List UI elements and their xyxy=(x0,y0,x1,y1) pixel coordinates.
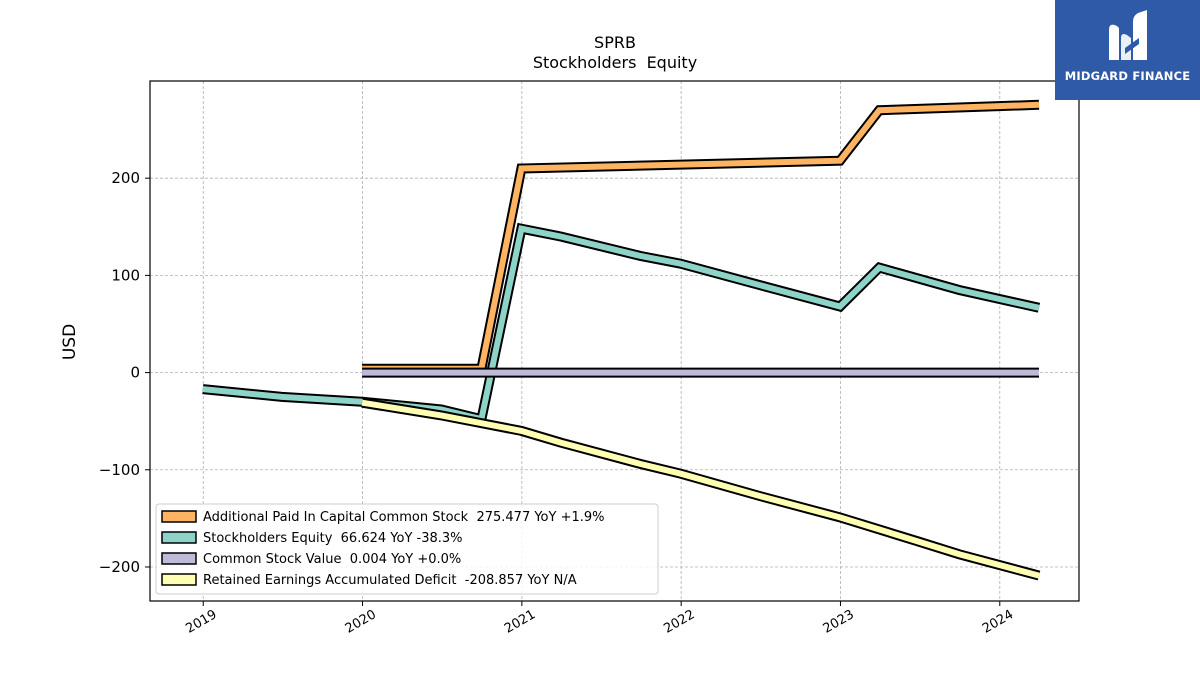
x-tick-label: 2022 xyxy=(661,607,697,637)
legend-swatch xyxy=(161,573,197,586)
series-1 xyxy=(202,222,1041,426)
y-tick-label: 100 xyxy=(111,266,140,284)
series-0 xyxy=(362,99,1040,374)
legend-swatch xyxy=(161,552,197,565)
chart-subtitle: Stockholders Equity xyxy=(533,53,697,72)
y-tick-label: 0 xyxy=(130,364,140,382)
y-tick-label: −100 xyxy=(99,461,140,479)
series-3 xyxy=(361,397,1041,581)
x-tick-label: 2020 xyxy=(343,607,379,637)
chart-title: SPRB xyxy=(594,33,636,52)
x-tick-label: 2024 xyxy=(980,607,1016,637)
legend-label: Retained Earnings Accumulated Deficit -2… xyxy=(203,573,577,588)
legend-swatch xyxy=(161,510,197,523)
legend-box xyxy=(155,503,659,595)
legend-label: Additional Paid In Capital Common Stock … xyxy=(203,510,605,525)
y-tick-label: −200 xyxy=(99,558,140,576)
series-outline xyxy=(202,222,1041,426)
series-line xyxy=(361,399,1040,579)
x-tick-label: 2023 xyxy=(821,607,857,637)
series-line xyxy=(362,101,1040,372)
series-line xyxy=(202,225,1040,423)
logo-text: MIDGARD FINANCE xyxy=(1064,69,1191,83)
y-tick-label: 200 xyxy=(111,169,140,187)
legend-swatch xyxy=(161,531,197,544)
legend-label: Stockholders Equity 66.624 YoY -38.3% xyxy=(203,531,463,546)
brand-logo: MIDGARD FINANCE xyxy=(1055,0,1200,100)
y-axis-label: USD xyxy=(60,324,80,360)
series-lines xyxy=(202,99,1041,581)
series-outline xyxy=(362,99,1040,374)
x-tick-label: 2019 xyxy=(183,607,219,637)
plot-frame xyxy=(149,80,1080,602)
logo-mark-icon xyxy=(1109,10,1147,61)
legend: Additional Paid In Capital Common Stock … xyxy=(155,503,659,595)
x-tick-label: 2021 xyxy=(502,607,538,637)
legend-label: Common Stock Value 0.004 YoY +0.0% xyxy=(203,552,461,567)
